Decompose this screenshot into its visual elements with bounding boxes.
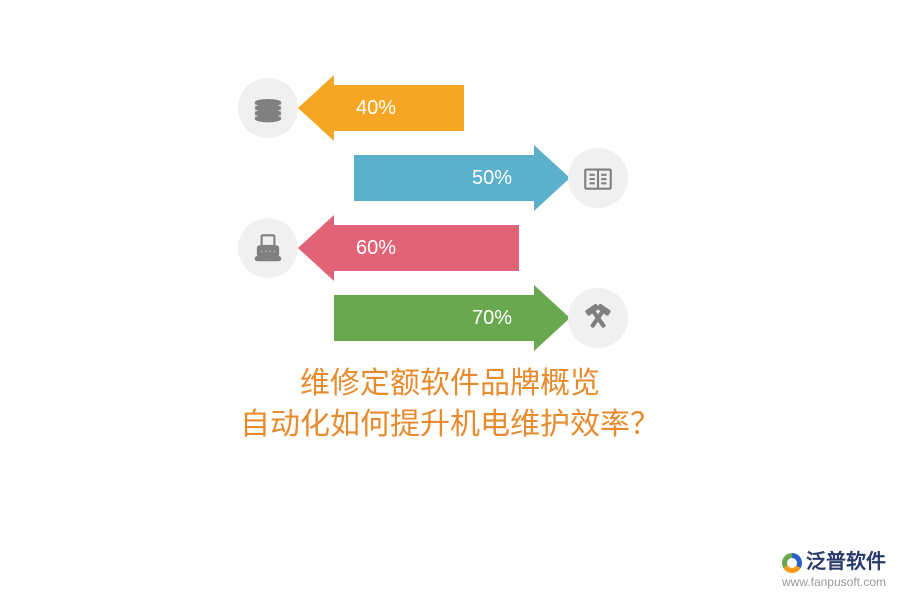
arrow-head: [534, 145, 570, 211]
arrow-head: [534, 285, 570, 351]
arrow-row-4: 70%: [0, 288, 900, 358]
arrow-body: 60%: [334, 225, 519, 271]
arrow-70: 70%: [334, 295, 570, 341]
typewriter-icon: [238, 218, 298, 278]
arrow-body: 50%: [354, 155, 534, 201]
title-line-2: 自动化如何提升机电维护效率？: [0, 405, 900, 446]
arrow-body: 70%: [334, 295, 534, 341]
arrow-head: [298, 215, 334, 281]
arrow-label: 40%: [356, 97, 396, 120]
watermark-url: www.fanpusoft.com: [782, 575, 886, 590]
arrow-row-1: 40%: [0, 78, 900, 148]
arrow-40: 40%: [298, 85, 464, 131]
arrow-row-3: 60%: [0, 218, 900, 288]
arrow-label: 70%: [472, 307, 512, 330]
books-icon: [238, 78, 298, 138]
arrow-body: 40%: [334, 85, 464, 131]
hammers-icon: [568, 288, 628, 348]
open-book-icon: [568, 148, 628, 208]
watermark-logo-icon: [782, 553, 802, 573]
arrow-label: 50%: [472, 167, 512, 190]
infographic-stage: 40% 50%: [0, 0, 900, 600]
watermark: 泛普软件 www.fanpusoft.com: [782, 550, 886, 590]
arrow-50: 50%: [354, 155, 570, 201]
arrow-row-2: 50%: [0, 148, 900, 218]
watermark-brand: 泛普软件: [782, 550, 886, 575]
watermark-brand-text: 泛普软件: [806, 550, 886, 575]
arrow-label: 60%: [356, 237, 396, 260]
arrow-60: 60%: [298, 225, 519, 271]
title-line-1: 维修定额软件品牌概览: [0, 364, 900, 405]
arrow-head: [298, 75, 334, 141]
title-block: 维修定额软件品牌概览 自动化如何提升机电维护效率？: [0, 364, 900, 445]
